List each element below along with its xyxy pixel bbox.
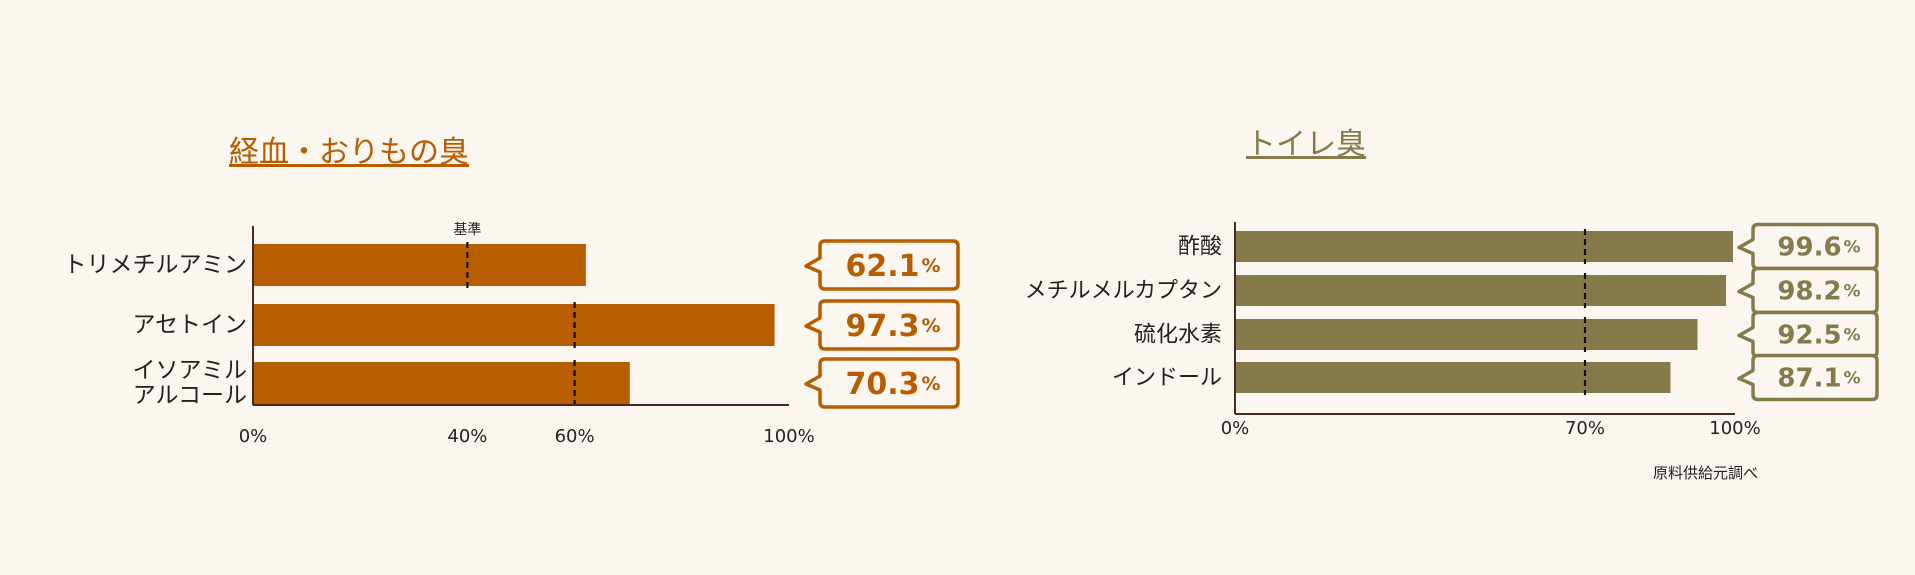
value-percent: % — [921, 315, 940, 337]
value-label: 99.6% — [1777, 233, 1860, 263]
category-label-line: インドール — [1112, 365, 1222, 390]
value-label: 92.5% — [1777, 321, 1860, 351]
value-label: 97.3% — [845, 309, 940, 344]
x-tick-label: 40% — [447, 426, 487, 447]
chart-title: トイレ臭 — [1246, 127, 1366, 162]
value-callout — [1737, 353, 1879, 402]
category-label-line: イソアミル — [132, 358, 247, 384]
value-callout — [804, 299, 960, 351]
value-label: 87.1% — [1777, 364, 1860, 394]
value-number: 92.5 — [1777, 321, 1841, 351]
value-label: 62.1% — [845, 249, 940, 284]
value-number: 87.1 — [1777, 364, 1841, 394]
x-tick-label: 60% — [555, 426, 595, 447]
value-callout — [804, 239, 960, 291]
value-percent: % — [1844, 369, 1861, 389]
value-label: 98.2% — [1777, 277, 1860, 307]
value-callout — [804, 357, 960, 409]
source-note: 原料供給元調べ — [1653, 464, 1759, 482]
category-label: 酢酸 — [1178, 234, 1222, 259]
category-label: トリメチルアミン — [63, 252, 247, 278]
category-label-line: 硫化水素 — [1134, 322, 1222, 347]
x-tick-label: 100% — [763, 426, 814, 447]
category-label: メチルメルカプタン — [1025, 278, 1222, 303]
value-percent: % — [921, 373, 940, 395]
value-number: 98.2 — [1777, 277, 1841, 307]
value-number: 70.3 — [845, 367, 919, 402]
value-percent: % — [1844, 282, 1861, 302]
x-tick-label: 70% — [1565, 418, 1605, 439]
category-label-line: トリメチルアミン — [63, 252, 247, 278]
value-percent: % — [921, 255, 940, 277]
chart-title: 経血・おりもの臭 — [229, 135, 469, 170]
bar — [254, 244, 586, 286]
value-percent: % — [1844, 238, 1861, 258]
bar — [1236, 275, 1726, 306]
category-label: インドール — [1112, 365, 1222, 390]
category-label-line: アルコール — [133, 382, 247, 408]
category-label-line: アセトイン — [132, 312, 247, 338]
bar — [1236, 362, 1671, 393]
value-number: 97.3 — [845, 309, 919, 344]
category-label: 硫化水素 — [1134, 322, 1222, 347]
x-tick-label: 0% — [239, 426, 268, 447]
x-tick-label: 100% — [1709, 418, 1760, 439]
category-label-line: メチルメルカプタン — [1025, 278, 1222, 303]
bar — [1236, 319, 1698, 350]
bar — [1236, 231, 1733, 262]
bar — [254, 362, 630, 404]
x-tick-label: 0% — [1221, 418, 1250, 439]
category-label-line: 酢酸 — [1178, 234, 1222, 259]
value-number: 62.1 — [845, 249, 919, 284]
baseline-label: 基準 — [453, 221, 481, 238]
category-label: イソアミルアルコール — [132, 358, 247, 409]
category-label: アセトイン — [132, 312, 247, 338]
value-label: 70.3% — [845, 367, 940, 402]
bar — [254, 304, 775, 346]
value-number: 99.6 — [1777, 233, 1841, 263]
value-percent: % — [1844, 326, 1861, 346]
